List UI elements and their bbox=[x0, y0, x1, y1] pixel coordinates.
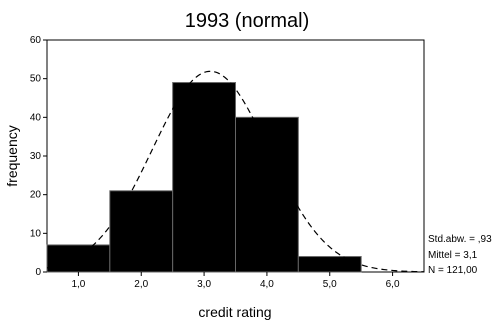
y-tick-label-40: 40 bbox=[30, 112, 42, 123]
chart-title: 1993 (normal) bbox=[185, 10, 310, 32]
y-axis-label: frequency bbox=[4, 125, 20, 186]
x-tick-label-4,0: 4,0 bbox=[260, 279, 274, 290]
x-tick-label-6,0: 6,0 bbox=[386, 279, 400, 290]
y-tick-label-30: 30 bbox=[30, 151, 42, 162]
y-ticks-layer: 0 10 20 30 40 50 60 bbox=[30, 35, 47, 278]
stats-n: N = 121,00 bbox=[428, 265, 478, 276]
histogram-bar-2 bbox=[109, 190, 174, 273]
x-ticks-layer: 1,0 2,0 3,0 4,0 5,0 6,0 bbox=[71, 272, 400, 290]
x-tick-label-5,0: 5,0 bbox=[323, 279, 337, 290]
histogram-bar-1 bbox=[46, 244, 111, 273]
x-tick-label-1,0: 1,0 bbox=[71, 279, 85, 290]
stats-mean: Mittel = 3,1 bbox=[428, 250, 478, 261]
stats-box: Std.abw. = ,93 Mittel = 3,1 N = 121,00 bbox=[428, 234, 492, 276]
histogram-bar-3 bbox=[172, 82, 237, 273]
y-tick-label-60: 60 bbox=[30, 35, 42, 46]
x-tick-label-3,0: 3,0 bbox=[197, 279, 211, 290]
bars-layer bbox=[46, 82, 362, 273]
stats-std: Std.abw. = ,93 bbox=[428, 234, 492, 245]
y-tick-label-50: 50 bbox=[30, 74, 42, 85]
histogram-bar-5 bbox=[297, 256, 362, 273]
histogram-bar-4 bbox=[235, 116, 299, 273]
y-tick-label-20: 20 bbox=[30, 190, 42, 201]
y-tick-label-10: 10 bbox=[30, 228, 42, 239]
x-axis-label: credit rating bbox=[198, 304, 271, 320]
x-tick-label-2,0: 2,0 bbox=[134, 279, 148, 290]
y-tick-label-0: 0 bbox=[35, 267, 41, 278]
